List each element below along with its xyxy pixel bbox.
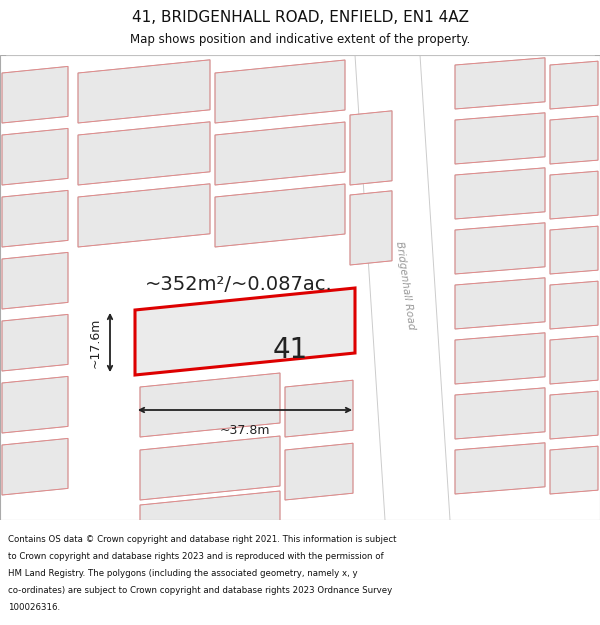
- Polygon shape: [350, 191, 392, 265]
- Polygon shape: [550, 116, 598, 164]
- Polygon shape: [285, 380, 353, 437]
- Polygon shape: [2, 253, 68, 309]
- Polygon shape: [550, 281, 598, 329]
- Text: HM Land Registry. The polygons (including the associated geometry, namely x, y: HM Land Registry. The polygons (includin…: [8, 569, 358, 578]
- Polygon shape: [215, 122, 345, 185]
- Text: Bridgenhall Road: Bridgenhall Road: [394, 240, 416, 330]
- Text: ~37.8m: ~37.8m: [220, 424, 270, 437]
- Text: 100026316.: 100026316.: [8, 603, 60, 612]
- Text: co-ordinates) are subject to Crown copyright and database rights 2023 Ordnance S: co-ordinates) are subject to Crown copyr…: [8, 586, 392, 595]
- Text: ~352m²/~0.087ac.: ~352m²/~0.087ac.: [145, 276, 333, 294]
- Polygon shape: [350, 111, 392, 185]
- Polygon shape: [2, 128, 68, 185]
- Polygon shape: [2, 66, 68, 123]
- Polygon shape: [78, 122, 210, 185]
- Text: 41, BRIDGENHALL ROAD, ENFIELD, EN1 4AZ: 41, BRIDGENHALL ROAD, ENFIELD, EN1 4AZ: [131, 9, 469, 24]
- Polygon shape: [140, 436, 280, 500]
- Polygon shape: [2, 438, 68, 495]
- Polygon shape: [550, 171, 598, 219]
- Polygon shape: [2, 191, 68, 247]
- Text: Map shows position and indicative extent of the property.: Map shows position and indicative extent…: [130, 32, 470, 46]
- Polygon shape: [285, 443, 353, 500]
- Polygon shape: [215, 184, 345, 247]
- Polygon shape: [140, 373, 280, 437]
- Polygon shape: [550, 446, 598, 494]
- Polygon shape: [355, 55, 450, 520]
- Polygon shape: [455, 388, 545, 439]
- Polygon shape: [140, 491, 280, 555]
- Text: Contains OS data © Crown copyright and database right 2021. This information is : Contains OS data © Crown copyright and d…: [8, 535, 397, 544]
- Text: ~17.6m: ~17.6m: [89, 318, 102, 368]
- Polygon shape: [455, 332, 545, 384]
- Polygon shape: [455, 222, 545, 274]
- Polygon shape: [135, 288, 355, 375]
- Polygon shape: [550, 336, 598, 384]
- Polygon shape: [2, 376, 68, 433]
- Polygon shape: [455, 278, 545, 329]
- Text: to Crown copyright and database rights 2023 and is reproduced with the permissio: to Crown copyright and database rights 2…: [8, 552, 383, 561]
- Polygon shape: [455, 168, 545, 219]
- Text: 41: 41: [272, 336, 308, 364]
- Polygon shape: [455, 112, 545, 164]
- Polygon shape: [550, 391, 598, 439]
- Polygon shape: [550, 61, 598, 109]
- Polygon shape: [215, 60, 345, 123]
- Polygon shape: [78, 184, 210, 247]
- Polygon shape: [550, 226, 598, 274]
- Polygon shape: [455, 58, 545, 109]
- Polygon shape: [2, 314, 68, 371]
- Polygon shape: [78, 60, 210, 123]
- Polygon shape: [455, 442, 545, 494]
